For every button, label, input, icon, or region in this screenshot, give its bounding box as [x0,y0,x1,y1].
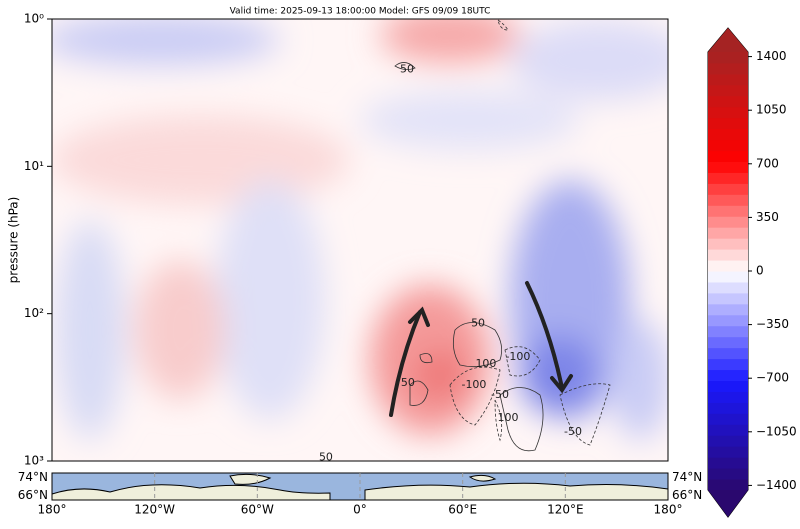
y-tick-label: 10¹ [24,159,44,173]
colorbar-band [708,358,748,371]
contour-label: 50 [319,451,333,464]
colorbar-band [708,303,748,316]
colorbar-band [708,281,748,294]
colorbar-band [708,128,748,141]
colorbar-band [708,139,748,152]
colorbar-band [708,227,748,239]
colorbar-band [708,260,748,272]
colorbar-band [708,62,748,75]
contour-label: -50 [564,425,582,438]
colorbar-band [708,161,748,173]
contour-label: -100 [461,378,486,391]
colorbar-band [708,336,748,349]
y-tick-label: 10⁰ [24,12,44,26]
colorbar-band [708,292,748,305]
colorbar-band [708,205,748,217]
field [52,19,668,461]
colorbar-extend-bottom [708,490,748,517]
colorbar-band [708,194,748,206]
colorbar-band [708,369,748,381]
colorbar-tick-label: 1400 [756,49,787,63]
colorbar-tick-label: 1050 [756,103,787,117]
contour-label: 50 [400,62,414,75]
colorbar-band [708,183,748,195]
colorbar-band [708,84,748,97]
colorbar-band [708,457,748,469]
colorbar-band [708,347,748,360]
y-tick-label: 10² [24,306,44,320]
chart-title: Valid time: 2025-09-13 18:00:00 Model: G… [230,7,491,17]
colorbar-tick-label: 700 [756,156,779,170]
colorbar-band [708,435,748,447]
colorbar-tick-label: −700 [756,371,789,385]
map-x-tick-label: 60°W [241,503,274,517]
map-x-tick-label: 180° [654,503,683,517]
colorbar-band [708,424,748,436]
y-tick-label: 10³ [24,454,44,468]
colorbar-band [708,314,748,327]
colorbar [708,28,748,517]
plot-frame [51,18,669,462]
colorbar-band [708,413,748,425]
colorbar-extend-top [708,28,748,52]
colorbar-band [708,271,748,283]
colorbar-band [708,238,748,250]
colorbar-band [708,402,748,414]
map-x-tick-label: 120°W [134,503,175,517]
map-x-tick-label: 60°E [448,503,477,517]
map-x-tick-label: 120°E [547,503,584,517]
colorbar-band [708,117,748,130]
colorbar-tick-label: 350 [756,210,779,224]
map-y-tick-label-right: 66°N [672,488,702,502]
colorbar-tick-label: 0 [756,264,764,278]
contour-label: 100 [498,411,519,424]
colorbar-band [708,446,748,458]
colorbar-band [708,73,748,86]
colorbar-band [708,325,748,338]
colorbar-band [708,391,748,403]
y-axis-label: pressure (hPa) [7,197,21,284]
colorbar-band [708,216,748,228]
colorbar-band [708,150,748,162]
contour-label: -100 [505,350,530,363]
colorbar-band [708,52,748,64]
map-y-tick-label-left: 74°N [18,470,48,484]
colorbar-tick-label: −1050 [756,424,797,438]
colorbar-band [708,468,748,480]
map-y-tick-label-left: 66°N [18,488,48,502]
colorbar-band [708,249,748,261]
contour-label: 50 [401,376,415,389]
contour-label: -50 [491,388,509,401]
contour-label: 50 [471,317,485,330]
colorbar-band [708,106,748,119]
colorbar-band [708,172,748,184]
colorbar-tick-label: −350 [756,317,789,331]
map-x-tick-label: 0° [353,503,367,517]
map-y-tick-label-right: 74°N [672,470,702,484]
colorbar-band [708,95,748,108]
colorbar-band [708,380,748,392]
colorbar-tick-label: −1400 [756,478,797,492]
colorbar-band [708,479,748,491]
map-x-tick-label: 180° [38,503,67,517]
contour-label: 100 [475,357,496,370]
